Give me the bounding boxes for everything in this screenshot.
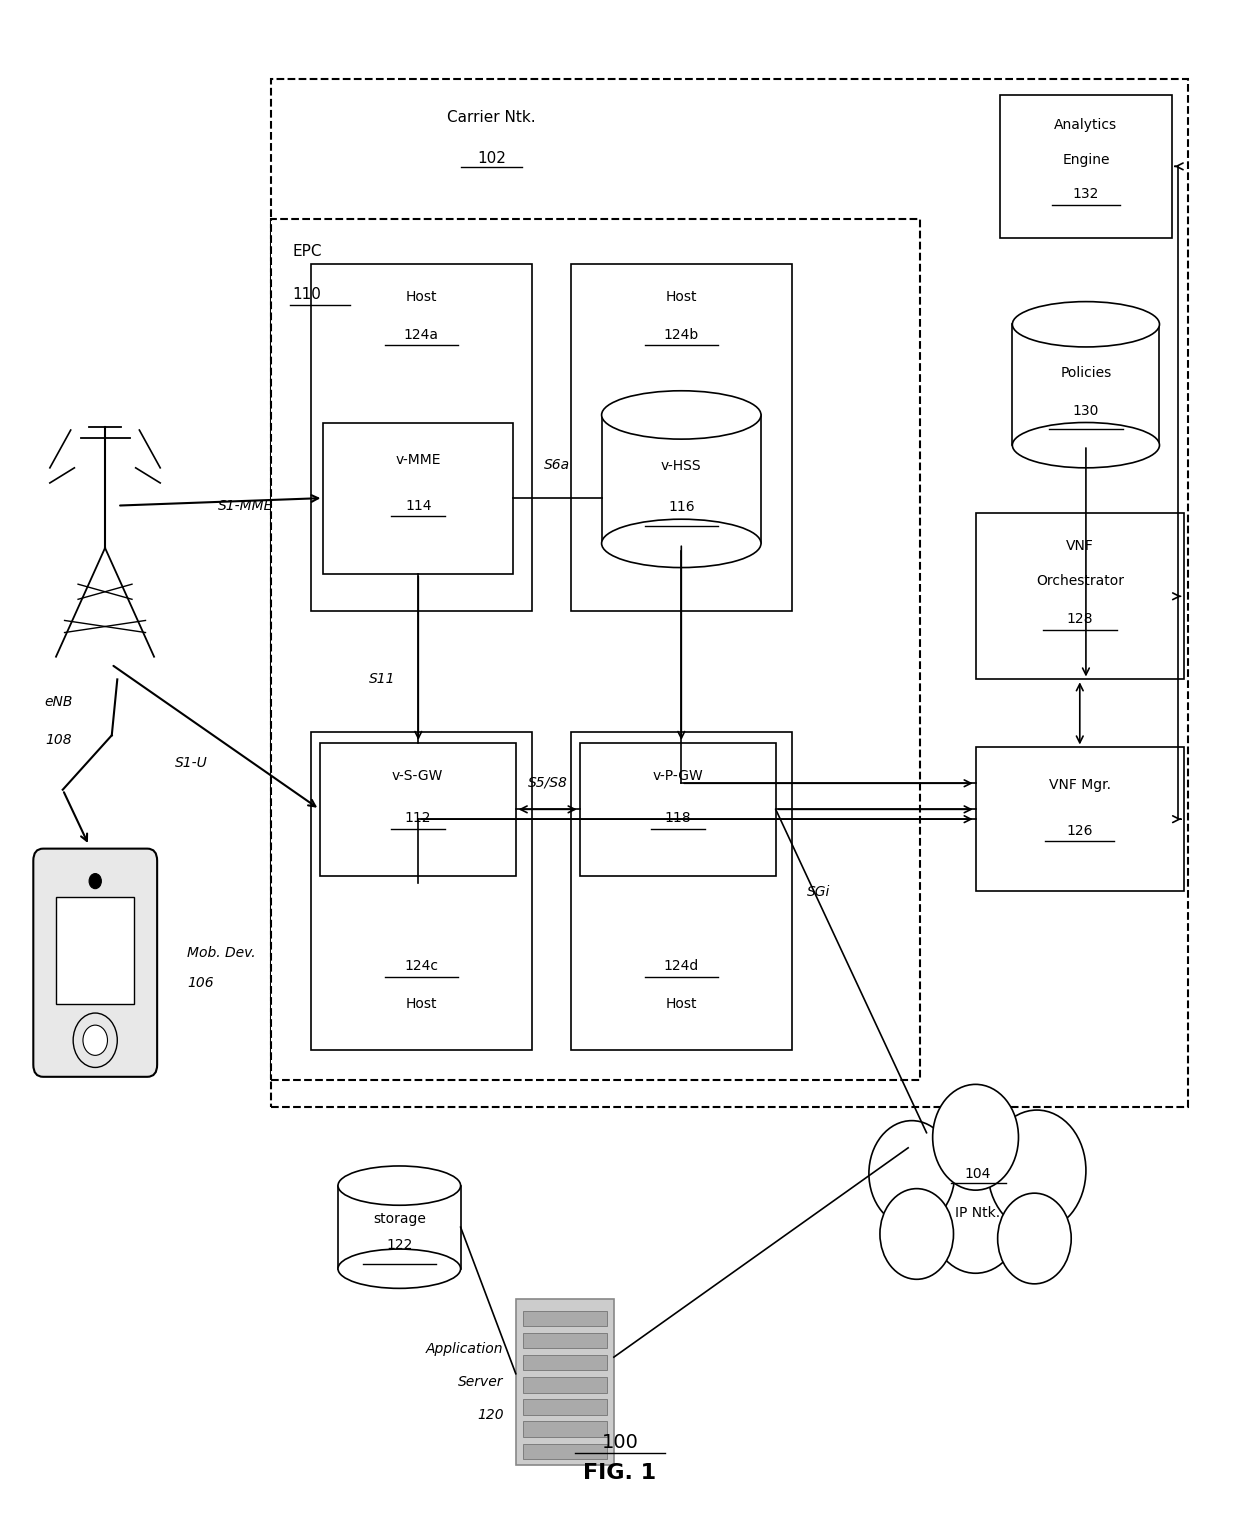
Text: Host: Host	[666, 290, 697, 303]
Text: 116: 116	[668, 500, 694, 514]
Ellipse shape	[339, 1167, 460, 1205]
Text: Engine: Engine	[1063, 152, 1110, 166]
Circle shape	[89, 874, 102, 889]
Text: 114: 114	[405, 499, 432, 512]
Text: 122: 122	[386, 1238, 413, 1252]
Bar	[516, 1299, 614, 1466]
Text: FIG. 1: FIG. 1	[584, 1462, 656, 1482]
Text: storage: storage	[373, 1212, 425, 1226]
Text: IP Ntk.: IP Ntk.	[956, 1206, 1001, 1220]
Text: EPC: EPC	[293, 244, 322, 259]
Ellipse shape	[601, 390, 761, 439]
Bar	[570, 732, 791, 1049]
Text: Host: Host	[666, 997, 697, 1011]
Bar	[324, 422, 513, 573]
Text: 124d: 124d	[663, 959, 699, 973]
Circle shape	[998, 1193, 1071, 1284]
Ellipse shape	[601, 518, 761, 567]
Circle shape	[880, 1188, 954, 1279]
Text: Carrier Ntk.: Carrier Ntk.	[446, 110, 536, 125]
Circle shape	[869, 1121, 955, 1226]
Text: Mob. Dev.: Mob. Dev.	[187, 946, 255, 959]
Text: 120: 120	[477, 1408, 503, 1423]
Text: Policies: Policies	[1060, 366, 1111, 380]
Bar	[579, 743, 776, 875]
Bar	[311, 264, 532, 612]
Text: v-P-GW: v-P-GW	[652, 769, 703, 784]
Bar	[311, 732, 532, 1049]
Bar	[523, 1333, 606, 1348]
Text: S5/S8: S5/S8	[528, 775, 568, 788]
Bar	[523, 1377, 606, 1392]
Bar	[320, 743, 516, 875]
Text: Application: Application	[427, 1342, 503, 1356]
Bar	[270, 218, 920, 1080]
Text: 132: 132	[1073, 188, 1099, 201]
Bar	[523, 1310, 606, 1327]
Text: S11: S11	[370, 673, 396, 686]
Text: 106: 106	[187, 976, 213, 990]
Bar	[976, 747, 1184, 891]
Text: 100: 100	[601, 1434, 639, 1452]
Text: 118: 118	[665, 811, 691, 825]
Text: 124a: 124a	[404, 328, 439, 342]
Text: S1-MME: S1-MME	[218, 499, 274, 512]
Text: eNB: eNB	[45, 695, 73, 709]
Text: 130: 130	[1073, 404, 1099, 418]
FancyBboxPatch shape	[33, 848, 157, 1077]
Ellipse shape	[1012, 422, 1159, 468]
Text: v-MME: v-MME	[396, 453, 441, 467]
Text: 124c: 124c	[404, 959, 439, 973]
Text: 104: 104	[965, 1167, 991, 1180]
Text: 102: 102	[477, 151, 506, 166]
Text: Orchestrator: Orchestrator	[1035, 575, 1123, 589]
Text: S1-U: S1-U	[175, 755, 207, 770]
Ellipse shape	[339, 1249, 460, 1289]
Text: 126: 126	[1066, 824, 1092, 837]
Text: 112: 112	[404, 811, 432, 825]
Bar	[523, 1421, 606, 1437]
Bar	[976, 514, 1184, 680]
Circle shape	[988, 1110, 1086, 1231]
Bar	[570, 264, 791, 612]
Text: 128: 128	[1066, 612, 1092, 625]
Bar	[601, 415, 761, 543]
Bar	[523, 1444, 606, 1459]
Circle shape	[929, 1159, 1022, 1273]
Text: 108: 108	[45, 734, 72, 747]
Text: Host: Host	[405, 290, 438, 303]
Circle shape	[73, 1013, 118, 1068]
Text: SGi: SGi	[807, 886, 831, 900]
Text: Analytics: Analytics	[1054, 117, 1117, 131]
Text: Server: Server	[458, 1376, 503, 1389]
Bar	[1012, 325, 1159, 445]
Bar	[339, 1185, 460, 1269]
Text: v-S-GW: v-S-GW	[392, 769, 444, 784]
Bar	[523, 1354, 606, 1371]
Text: S6a: S6a	[544, 458, 570, 471]
Text: 110: 110	[293, 287, 321, 302]
Text: VNF: VNF	[1066, 540, 1094, 554]
Ellipse shape	[1012, 302, 1159, 348]
Circle shape	[932, 1084, 1018, 1190]
Bar	[56, 897, 134, 1003]
Text: Host: Host	[405, 997, 438, 1011]
Circle shape	[83, 1025, 108, 1055]
Bar	[270, 79, 1188, 1107]
Text: VNF Mgr.: VNF Mgr.	[1049, 778, 1111, 791]
Text: 124b: 124b	[663, 328, 699, 342]
Bar	[1001, 95, 1172, 238]
Text: v-HSS: v-HSS	[661, 459, 702, 473]
Bar	[523, 1400, 606, 1415]
